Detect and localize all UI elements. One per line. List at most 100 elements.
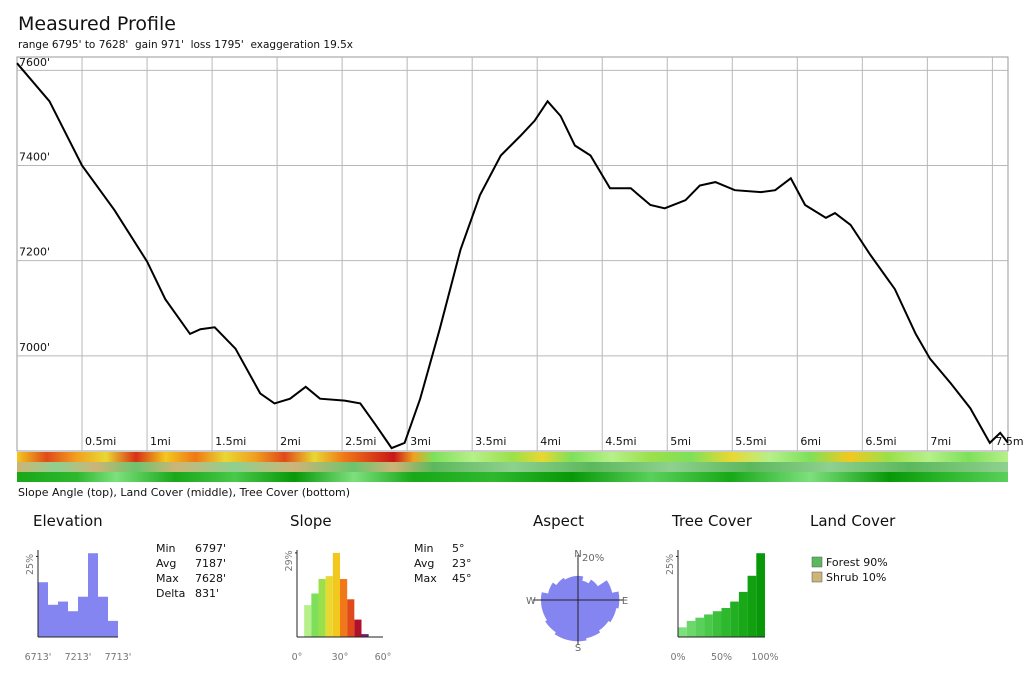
direction-label: S bbox=[575, 643, 581, 654]
rose-sector bbox=[555, 577, 579, 601]
bar bbox=[68, 611, 78, 637]
subtitle: range 6795' to 7628' gain 971' loss 1795… bbox=[18, 39, 353, 51]
bar bbox=[721, 608, 731, 637]
bar bbox=[340, 579, 348, 637]
bar bbox=[747, 575, 757, 637]
x-tick-label: 4mi bbox=[540, 435, 561, 448]
bar bbox=[354, 619, 362, 637]
x-tick-label: 1.5mi bbox=[215, 435, 246, 448]
bar bbox=[686, 620, 696, 637]
stat-value: 6797' bbox=[195, 542, 226, 555]
legend-swatch bbox=[811, 571, 823, 583]
bar bbox=[695, 617, 705, 637]
legend-swatch bbox=[811, 556, 823, 568]
legend-label: Shrub 10% bbox=[826, 571, 886, 584]
x-tick-label: 100% bbox=[751, 652, 778, 663]
bar bbox=[48, 604, 58, 637]
stat-value: 831' bbox=[195, 587, 219, 600]
rose-sector bbox=[554, 599, 579, 641]
bar bbox=[332, 552, 340, 637]
x-tick-label: 0% bbox=[670, 652, 685, 663]
x-tick-label: 6713' bbox=[25, 652, 52, 663]
direction-label: N bbox=[574, 549, 581, 560]
stat-label: Min bbox=[414, 542, 434, 555]
tree-cover-strip bbox=[17, 472, 1008, 482]
stat-label: Avg bbox=[156, 557, 176, 570]
x-tick-label: 30° bbox=[332, 652, 349, 663]
bar bbox=[738, 591, 748, 637]
page-title: Measured Profile bbox=[18, 13, 176, 35]
stat-label: Max bbox=[414, 572, 437, 585]
direction-label: W bbox=[526, 596, 536, 607]
x-tick-label: 7213' bbox=[65, 652, 92, 663]
rose-sector bbox=[577, 599, 617, 623]
bar bbox=[712, 611, 722, 637]
rose-sector bbox=[545, 599, 579, 633]
y-tick-label: 25% bbox=[665, 554, 676, 575]
bar bbox=[325, 576, 333, 637]
bar bbox=[756, 553, 765, 637]
panel-title: Land Cover bbox=[810, 512, 896, 530]
y-tick-label: 7400' bbox=[19, 150, 50, 163]
stat-value: 23° bbox=[452, 557, 472, 570]
stat-value: 7628' bbox=[195, 572, 226, 585]
bar bbox=[78, 596, 88, 637]
x-tick-label: 7mi bbox=[930, 435, 951, 448]
y-tick-label: 7200' bbox=[19, 246, 50, 259]
legend-name: Shrub bbox=[826, 571, 858, 584]
x-tick-label: 2mi bbox=[280, 435, 301, 448]
direction-label: E bbox=[622, 596, 628, 607]
x-tick-label: 6.5mi bbox=[865, 435, 896, 448]
rose-sector bbox=[547, 582, 579, 601]
panel-title: Slope bbox=[290, 512, 332, 530]
bar bbox=[361, 634, 369, 637]
plot-frame bbox=[16, 56, 1009, 452]
legend-name: Forest bbox=[826, 556, 860, 569]
x-tick-label: 1mi bbox=[150, 435, 171, 448]
profile-line bbox=[16, 62, 1009, 450]
x-tick-label: 7713' bbox=[105, 652, 132, 663]
bar bbox=[304, 605, 312, 637]
y-tick-label: 29% bbox=[284, 550, 295, 571]
stat-value: 5° bbox=[452, 542, 465, 555]
slope-strip bbox=[17, 452, 1008, 462]
bar bbox=[108, 620, 118, 637]
stat-label: Avg bbox=[414, 557, 434, 570]
x-tick-label: 3mi bbox=[410, 435, 431, 448]
land-cover-strip bbox=[17, 462, 1008, 472]
x-tick-label: 4.5mi bbox=[605, 435, 636, 448]
x-tick-label: 3.5mi bbox=[475, 435, 506, 448]
x-tick-label: 0.5mi bbox=[85, 435, 116, 448]
bar bbox=[311, 593, 319, 637]
stat-label: Max bbox=[156, 572, 179, 585]
legend-value: 10% bbox=[862, 571, 886, 584]
x-tick-label: 5.5mi bbox=[735, 435, 766, 448]
bar bbox=[318, 579, 326, 637]
y-tick-label: 7000' bbox=[19, 341, 50, 354]
panel-title: Aspect bbox=[533, 512, 584, 530]
strip-caption: Slope Angle (top), Land Cover (middle), … bbox=[18, 486, 350, 499]
stat-value: 45° bbox=[452, 572, 472, 585]
bar bbox=[58, 601, 68, 637]
bar bbox=[88, 553, 98, 637]
x-tick-label: 2.5mi bbox=[345, 435, 376, 448]
bar bbox=[678, 627, 687, 637]
x-tick-label: 7.5mi bbox=[995, 435, 1024, 448]
stat-label: Delta bbox=[156, 587, 185, 600]
x-tick-label: 50% bbox=[711, 652, 732, 663]
r-tick-label: 20% bbox=[582, 553, 604, 564]
bar bbox=[347, 599, 355, 637]
bar bbox=[704, 614, 713, 637]
panel-title: Tree Cover bbox=[671, 512, 753, 530]
y-tick-label: 25% bbox=[25, 554, 36, 575]
legend-label: Forest 90% bbox=[826, 556, 888, 569]
legend-value: 90% bbox=[863, 556, 887, 569]
x-tick-label: 5mi bbox=[670, 435, 691, 448]
x-tick-label: 0° bbox=[292, 652, 303, 663]
y-tick-label: 7600' bbox=[19, 56, 50, 69]
bar bbox=[730, 601, 739, 637]
bar bbox=[98, 596, 108, 637]
stat-value: 7187' bbox=[195, 557, 226, 570]
